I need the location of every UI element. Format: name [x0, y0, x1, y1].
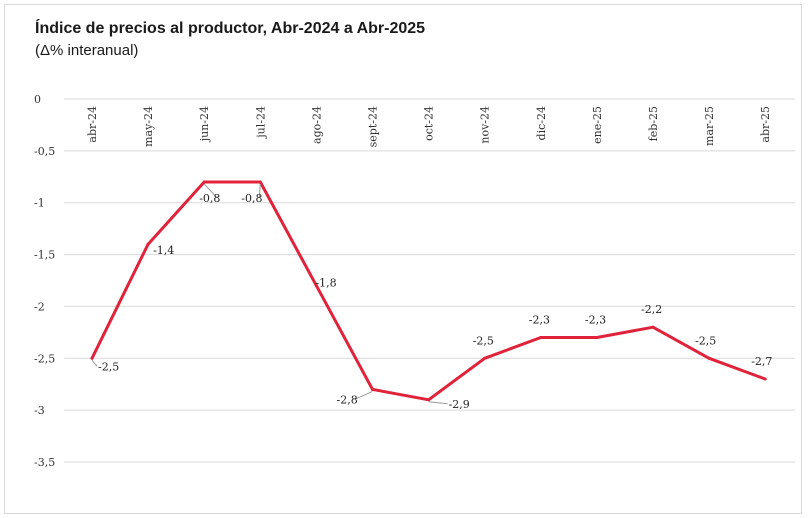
chart-subtitle: (Δ% interanual)	[35, 42, 139, 59]
x-tick-label: jul-24	[254, 106, 267, 140]
y-tick-label: -3	[34, 404, 45, 417]
x-tick-label: sept-24	[367, 106, 380, 147]
data-label: -1,8	[315, 277, 336, 290]
data-point	[427, 398, 431, 402]
data-point	[763, 377, 767, 381]
data-label: -2,2	[641, 303, 662, 316]
data-label: -1,4	[153, 244, 174, 257]
data-point	[483, 356, 487, 360]
x-tick-label: ago-24	[310, 106, 323, 144]
data-label: -2,5	[98, 360, 119, 373]
data-label: -2,5	[695, 334, 716, 347]
y-tick-label: -1	[34, 197, 45, 210]
data-label-leader	[91, 359, 98, 367]
x-tick-label: dic-24	[535, 106, 548, 140]
data-point	[595, 336, 599, 340]
x-tick-label: mar-25	[703, 106, 716, 146]
x-tick-label: oct-24	[423, 106, 436, 141]
series-line	[90, 180, 767, 402]
data-label: -2,3	[585, 314, 606, 327]
x-tick-label: may-24	[142, 106, 155, 147]
data-label: -2,8	[337, 393, 358, 406]
x-tick-label: feb-25	[647, 106, 660, 141]
chart-frame	[4, 4, 802, 514]
x-tick-label: abr-24	[86, 106, 99, 143]
data-label: -2,9	[449, 398, 470, 411]
x-tick-label: nov-24	[479, 106, 492, 144]
data-label-leader	[203, 183, 218, 199]
data-point	[314, 284, 318, 288]
x-tick-label: ene-25	[591, 106, 604, 144]
data-label: -2,7	[751, 355, 772, 368]
data-point	[539, 336, 543, 340]
data-point	[258, 180, 262, 184]
data-point	[90, 356, 94, 360]
x-tick-label: abr-25	[759, 106, 772, 143]
data-label-leader	[354, 390, 373, 400]
y-tick-label: -1,5	[34, 249, 55, 262]
data-label: -2,3	[529, 314, 550, 327]
data-point	[651, 325, 655, 329]
y-tick-label: -2,5	[34, 352, 55, 365]
data-point	[202, 180, 206, 184]
chart-title: Índice de precios al productor, Abr-2024…	[35, 20, 426, 37]
data-label-leader	[258, 183, 261, 199]
y-tick-label: 0	[34, 93, 41, 106]
x-tick-label: jun-24	[198, 106, 211, 143]
data-label: -0,8	[199, 192, 220, 205]
data-point	[371, 387, 374, 391]
data-point	[146, 242, 150, 246]
data-point	[707, 356, 711, 360]
data-label-leader	[428, 401, 448, 405]
y-tick-label: -0,5	[34, 145, 55, 158]
y-tick-label: -3,5	[34, 456, 55, 469]
y-tick-label: -2	[34, 300, 45, 313]
data-label: -0,8	[241, 192, 262, 205]
data-label: -2,5	[473, 334, 494, 347]
